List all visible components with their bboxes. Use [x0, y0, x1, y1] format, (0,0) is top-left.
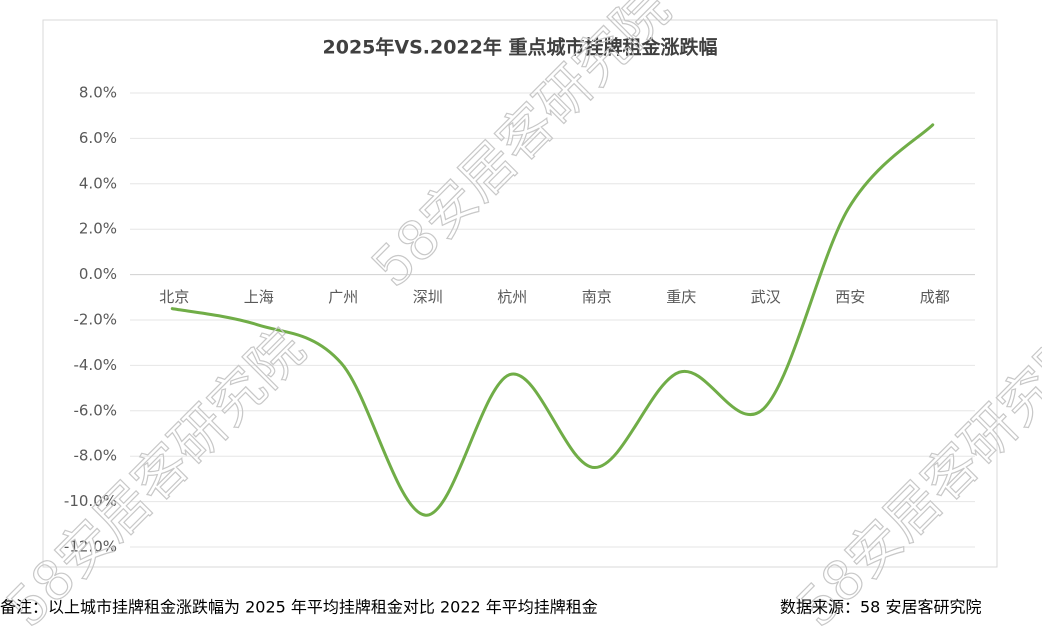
chart-title: 2025年VS.2022年 重点城市挂牌租金涨跌幅	[323, 36, 718, 59]
y-tick-label: -6.0%	[73, 401, 117, 419]
x-tick-label: 上海	[244, 288, 274, 306]
x-tick-label: 成都	[920, 288, 950, 306]
y-tick-label: 0.0%	[79, 265, 117, 283]
y-tick-label: -12.0%	[64, 538, 117, 556]
x-tick-label: 重庆	[666, 288, 696, 306]
x-tick-label: 杭州	[497, 288, 527, 306]
y-tick-label: 8.0%	[79, 84, 117, 102]
y-tick-label: -8.0%	[73, 447, 117, 465]
x-tick-label: 南京	[582, 288, 612, 306]
data-line	[170, 123, 935, 517]
y-tick-label: -10.0%	[64, 492, 117, 510]
x-tick-label: 广州	[328, 288, 358, 306]
note: 备注：以上城市挂牌租金涨跌幅为 2025 年平均挂牌租金对比 2022 年平均挂…	[0, 598, 598, 617]
y-tick-label: -2.0%	[73, 311, 117, 329]
plot: -12.0% -10.0% -8.0% -6.0% -4.0% -2.0% 0.0% 2.0%…	[64, 84, 975, 556]
y-tick-label: -4.0%	[73, 356, 117, 374]
x-tick-label: 武汉	[751, 288, 781, 306]
x-tick-label: 西安	[835, 288, 865, 306]
x-tick-label: 北京	[159, 288, 189, 306]
y-tick-label: 2.0%	[79, 220, 117, 238]
y-tick-label: 6.0%	[79, 129, 117, 147]
chart-frame	[42, 19, 998, 568]
source: 数据来源：58 安居客研究院	[780, 598, 981, 617]
y-tick-label: 4.0%	[79, 174, 117, 192]
x-tick-label: 深圳	[413, 288, 443, 306]
